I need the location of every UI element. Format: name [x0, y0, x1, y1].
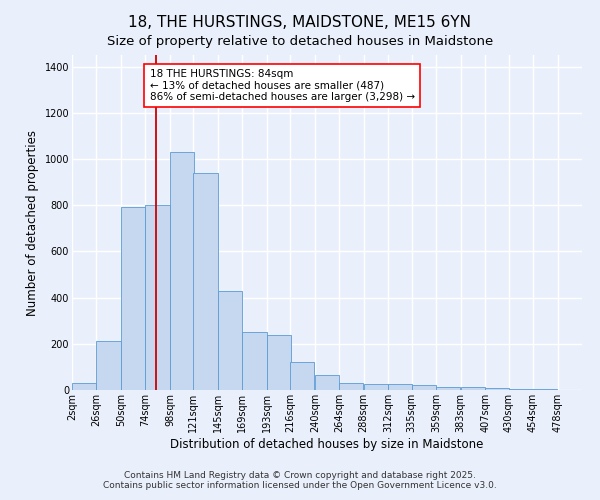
Bar — [339, 383, 364, 390]
Bar — [218, 290, 242, 390]
Bar — [145, 205, 170, 390]
Bar — [72, 383, 96, 390]
Bar — [436, 386, 460, 390]
Text: 18, THE HURSTINGS, MAIDSTONE, ME15 6YN: 18, THE HURSTINGS, MAIDSTONE, ME15 6YN — [128, 15, 472, 30]
Bar — [290, 362, 314, 390]
Bar — [97, 342, 121, 390]
Bar — [170, 152, 194, 390]
Text: Size of property relative to detached houses in Maidstone: Size of property relative to detached ho… — [107, 35, 493, 48]
Bar — [121, 208, 145, 390]
Text: 18 THE HURSTINGS: 84sqm
← 13% of detached houses are smaller (487)
86% of semi-d: 18 THE HURSTINGS: 84sqm ← 13% of detache… — [149, 69, 415, 102]
Bar — [193, 173, 218, 390]
Bar — [412, 386, 436, 390]
Bar — [461, 386, 485, 390]
Bar — [485, 388, 509, 390]
Bar — [388, 384, 412, 390]
Bar — [267, 334, 291, 390]
Bar — [364, 384, 388, 390]
Text: Contains HM Land Registry data © Crown copyright and database right 2025.
Contai: Contains HM Land Registry data © Crown c… — [103, 470, 497, 490]
Bar — [315, 375, 339, 390]
X-axis label: Distribution of detached houses by size in Maidstone: Distribution of detached houses by size … — [170, 438, 484, 450]
Bar — [242, 332, 266, 390]
Bar — [509, 389, 533, 390]
Y-axis label: Number of detached properties: Number of detached properties — [26, 130, 39, 316]
